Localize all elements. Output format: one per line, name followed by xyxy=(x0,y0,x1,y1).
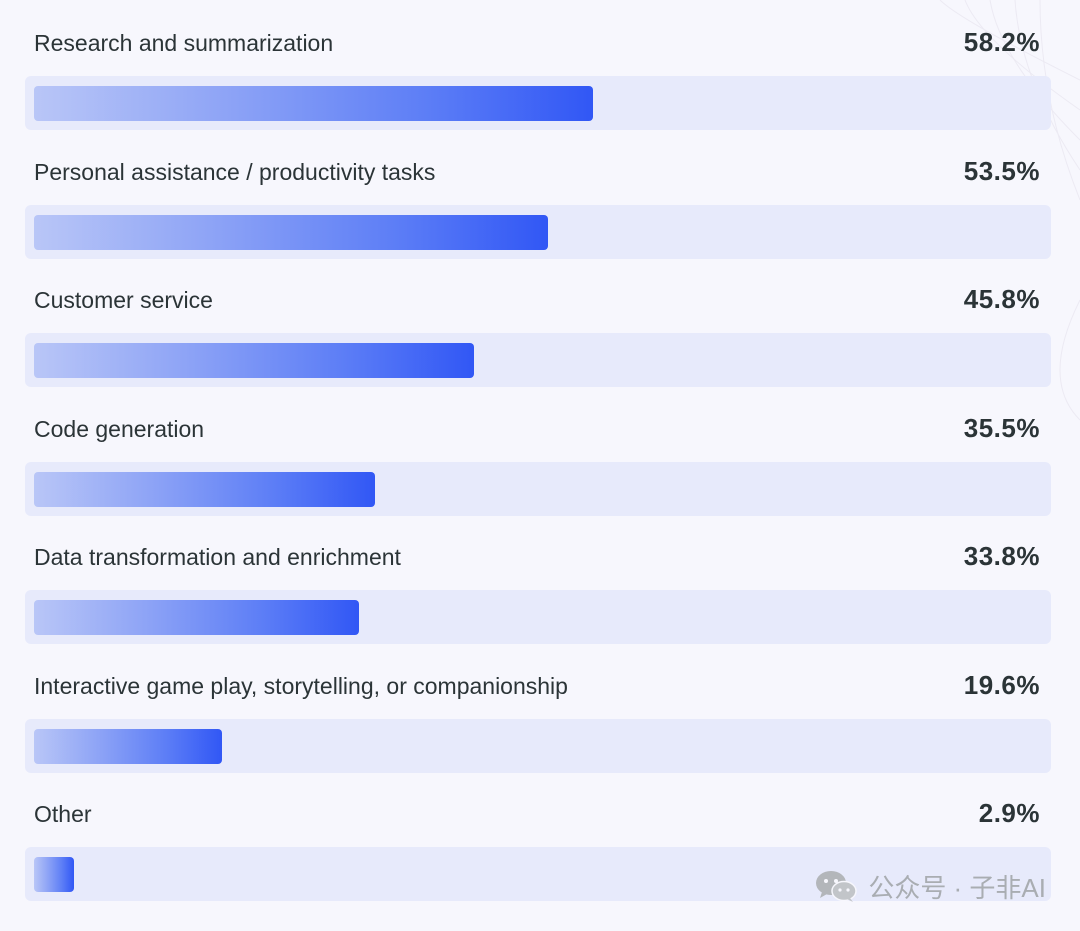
bar xyxy=(34,343,475,378)
category-label: Other xyxy=(34,801,92,827)
value-label: 2.9% xyxy=(978,798,1040,828)
bar xyxy=(34,600,359,635)
value-label: 33.8% xyxy=(963,541,1040,571)
bar-row: Research and summarization 58.2% xyxy=(0,0,1080,130)
bar xyxy=(34,86,594,121)
bar-track xyxy=(25,333,1051,387)
bar-row: Customer service 45.8% xyxy=(0,257,1080,387)
bar-row: Code generation 35.5% xyxy=(0,386,1080,516)
bar-row: Data transformation and enrichment 33.8% xyxy=(0,514,1080,644)
bar-track xyxy=(25,76,1051,130)
bar-track xyxy=(25,847,1051,901)
bar xyxy=(34,214,549,250)
category-label: Interactive game play, storytelling, or … xyxy=(34,672,568,699)
watermark-text: 公众号 · 子非AI xyxy=(868,872,1046,903)
bar-track xyxy=(25,718,1051,773)
bar xyxy=(34,857,74,892)
wechat-icon xyxy=(816,871,858,902)
bar-row: Other 2.9% xyxy=(0,771,1080,901)
category-label: Data transformation and enrichment xyxy=(34,544,401,570)
category-label: Research and summarization xyxy=(34,30,334,56)
watermark: 公众号 · 子非AI xyxy=(814,866,1046,906)
value-label: 53.5% xyxy=(963,155,1040,186)
bar-row: Interactive game play, storytelling, or … xyxy=(0,643,1080,773)
bar xyxy=(34,728,223,764)
bar-track xyxy=(25,590,1051,644)
value-label: 35.5% xyxy=(963,412,1040,443)
category-label: Code generation xyxy=(34,415,205,442)
category-label: Personal assistance / productivity tasks xyxy=(34,158,436,185)
bar-track xyxy=(25,204,1051,259)
category-label: Customer service xyxy=(34,287,213,313)
bar-row: Personal assistance / productivity tasks… xyxy=(0,129,1080,259)
value-label: 19.6% xyxy=(963,669,1040,700)
bar-track xyxy=(25,461,1051,516)
value-label: 58.2% xyxy=(963,27,1040,57)
bar xyxy=(34,471,376,507)
value-label: 45.8% xyxy=(963,284,1040,314)
